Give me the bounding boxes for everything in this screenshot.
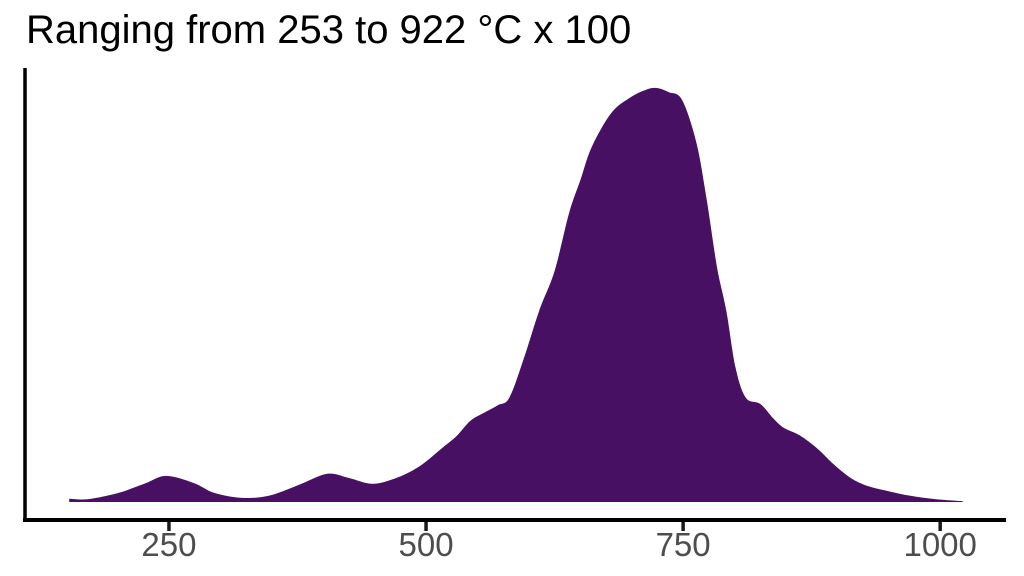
x-tick-label: 250 bbox=[141, 526, 196, 563]
x-tick-label: 500 bbox=[399, 526, 454, 563]
x-tick-label: 1000 bbox=[903, 526, 976, 563]
chart-title: Ranging from 253 to 922 °C x 100 bbox=[26, 8, 632, 52]
x-tick-label: 750 bbox=[656, 526, 711, 563]
density-area bbox=[69, 87, 963, 502]
